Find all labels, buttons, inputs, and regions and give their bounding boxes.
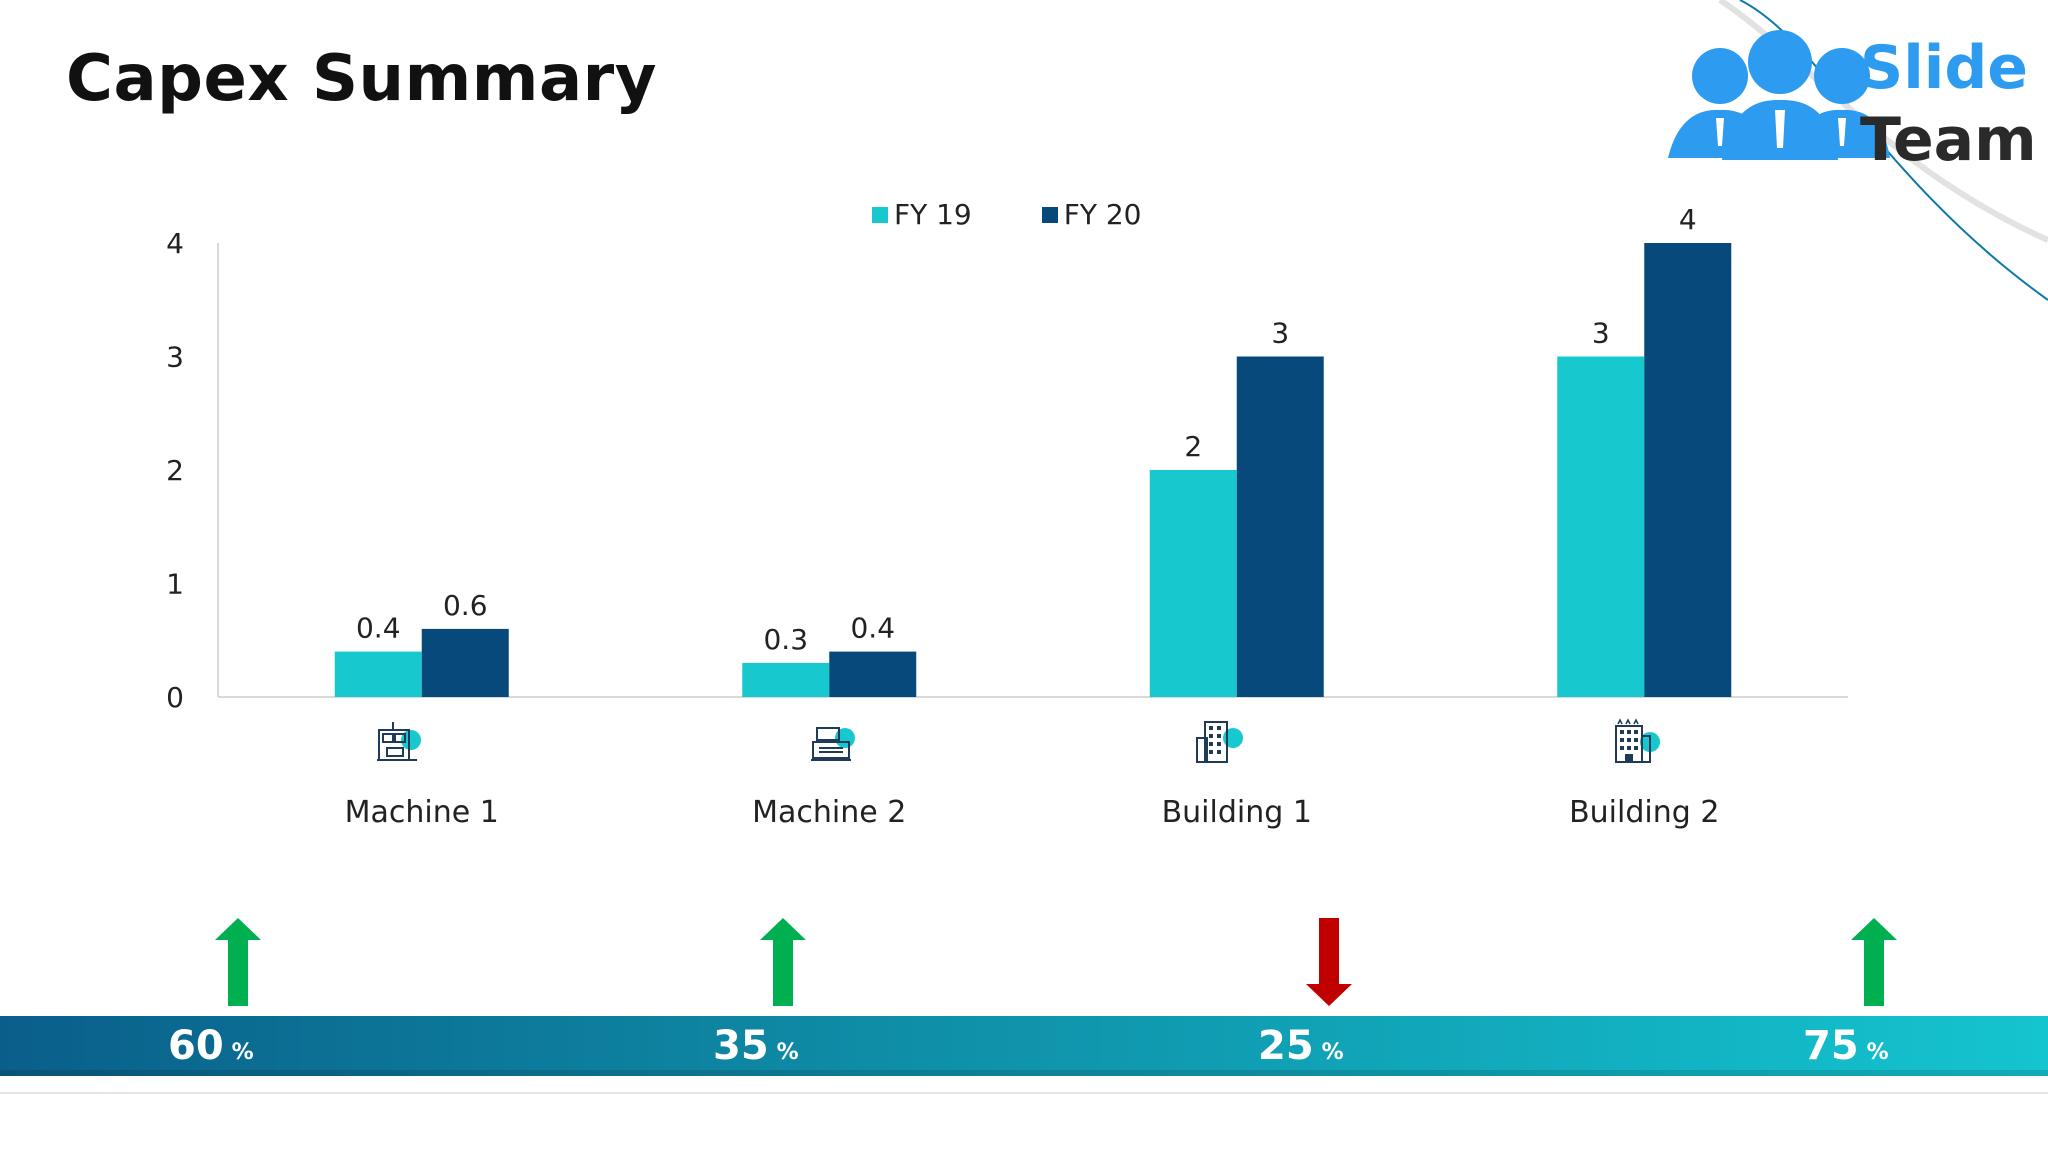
- change-value: 35: [713, 1023, 769, 1069]
- change-value: 25: [1258, 1023, 1314, 1069]
- slideteam-people-icon: [1668, 30, 1890, 160]
- change-percent-machine-1: 60%: [168, 1016, 254, 1076]
- change-percent-machine-2: 35%: [713, 1016, 799, 1076]
- footer-divider: [0, 1092, 2048, 1094]
- y-tick-label: 2: [166, 454, 184, 487]
- bar-fy19: [334, 651, 422, 697]
- data-label: 0.6: [443, 589, 488, 622]
- change-percent-building-2: 75%: [1803, 1016, 1889, 1076]
- decrease-arrow-icon: [1306, 918, 1352, 1006]
- logo-text-team: Team: [1860, 105, 2037, 175]
- bar-fy20: [1236, 356, 1324, 697]
- bar-fy20: [829, 651, 917, 697]
- bar-fy19: [1149, 470, 1237, 697]
- capex-bar-chart: 0 1 2 3 4 0.4 0.6 Machine 1 0.3 0.4 Machine 2 2 3 Bui…: [166, 203, 1848, 830]
- change-unit: %: [776, 1040, 799, 1065]
- legend-item-fy20: FY 20: [1041, 198, 1142, 231]
- category-label: Machine 1: [345, 795, 499, 830]
- increase-arrow-icon: [215, 918, 261, 1006]
- data-label: 0.4: [356, 612, 401, 645]
- y-tick-label: 0: [166, 681, 184, 714]
- bar-fy20: [1644, 243, 1732, 697]
- change-unit: %: [1866, 1040, 1889, 1065]
- hotel-building-icon: [1615, 718, 1660, 763]
- category-label: Building 2: [1569, 795, 1719, 830]
- legend-label-fy20: FY 20: [1063, 198, 1142, 231]
- legend-swatch-fy20: [1041, 206, 1058, 223]
- chart-legend: FY 19 FY 20: [872, 198, 1142, 231]
- y-tick-label: 3: [166, 341, 184, 374]
- logo-text-slide: Slide: [1860, 33, 2028, 103]
- category-label: Building 1: [1162, 795, 1312, 830]
- change-unit: %: [1321, 1040, 1344, 1065]
- data-label: 3: [1592, 317, 1610, 350]
- change-summary-band: [0, 1016, 2048, 1076]
- data-label: 0.3: [763, 623, 808, 656]
- category-label: Machine 2: [752, 795, 906, 830]
- change-percent-building-1: 25%: [1258, 1016, 1344, 1076]
- cash-register-icon: [811, 727, 855, 761]
- legend-label-fy19: FY 19: [894, 198, 972, 231]
- increase-arrow-icon: [1851, 918, 1897, 1006]
- page-title: Capex Summary: [66, 42, 657, 116]
- data-label: 3: [1271, 317, 1289, 350]
- change-unit: %: [231, 1040, 254, 1065]
- office-building-icon: [1196, 721, 1243, 763]
- machine-icon: [377, 722, 421, 761]
- bar-fy19: [742, 662, 830, 697]
- y-tick-label: 4: [166, 227, 184, 260]
- bar-fy20: [421, 628, 509, 697]
- legend-swatch-fy19: [872, 206, 888, 223]
- increase-arrow-icon: [760, 918, 806, 1006]
- change-value: 60: [168, 1023, 224, 1069]
- bar-fy19: [1557, 356, 1645, 697]
- data-label: 2: [1184, 430, 1202, 463]
- change-value: 75: [1803, 1023, 1859, 1069]
- y-tick-label: 1: [166, 568, 184, 601]
- data-label: 4: [1679, 203, 1697, 236]
- legend-item-fy19: FY 19: [872, 198, 972, 231]
- data-label: 0.4: [850, 612, 895, 645]
